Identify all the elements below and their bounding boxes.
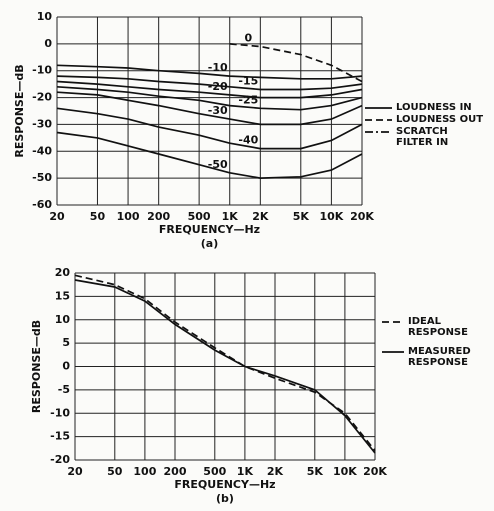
x-tick-label: 5K — [307, 465, 324, 478]
legend-label: IDEAL RESPONSE — [408, 316, 468, 338]
y-tick-label: -40 — [32, 144, 52, 157]
curve-label: -40 — [238, 134, 258, 147]
y-tick-label: 20 — [55, 266, 71, 279]
curve-label: 0 — [245, 32, 253, 45]
legend-label: LOUDNESS OUT — [396, 114, 484, 125]
y-tick-label: 15 — [55, 289, 70, 302]
legend-label: SCRATCH FILTER IN — [396, 126, 449, 148]
y-tick-label: -20 — [32, 91, 52, 104]
y-tick-label: -50 — [32, 171, 52, 184]
x-tick-label: 2K — [252, 210, 269, 223]
x-tick-label: 2K — [267, 465, 284, 478]
series-line — [56, 75, 363, 91]
x-axis-label: FREQUENCY—Hz — [174, 478, 275, 491]
series-line — [74, 274, 376, 452]
x-tick-label: 100 — [117, 210, 140, 223]
x-tick-label: 500 — [188, 210, 211, 223]
curve-label: -50 — [208, 158, 228, 171]
y-tick-label: 0 — [44, 37, 52, 50]
x-tick-label: 20K — [350, 210, 374, 223]
y-axis-label: RESPONSE—dB — [30, 320, 43, 413]
x-tick-label: 1K — [222, 210, 239, 223]
curve-label: -20 — [208, 80, 228, 93]
y-tick-label: -30 — [32, 117, 52, 130]
x-tick-label: 500 — [203, 465, 226, 478]
x-tick-label: 50 — [107, 465, 123, 478]
y-tick-label: 10 — [55, 313, 71, 326]
caption: (b) — [216, 492, 234, 505]
x-tick-label: 5K — [293, 210, 310, 223]
x-tick-label: 20 — [67, 465, 83, 478]
x-axis-label: FREQUENCY—Hz — [159, 223, 260, 236]
y-tick-label: -5 — [58, 383, 70, 396]
curve-label: -25 — [238, 93, 258, 106]
series-line — [56, 85, 363, 111]
x-tick-label: 1K — [237, 465, 254, 478]
y-axis-label: RESPONSE—dB — [13, 64, 26, 157]
curve-label: -30 — [208, 104, 228, 117]
legend-label: LOUDNESS IN — [396, 102, 472, 113]
x-tick-label: 20 — [49, 210, 65, 223]
series-line — [56, 80, 363, 99]
y-tick-label: 5 — [62, 336, 70, 349]
series-line — [56, 107, 363, 150]
caption: (a) — [201, 237, 218, 250]
y-tick-label: 10 — [37, 10, 53, 23]
y-tick-label: -60 — [32, 198, 52, 211]
legend-label: MEASURED RESPONSE — [408, 346, 471, 368]
y-tick-label: -10 — [32, 64, 52, 77]
x-tick-label: 50 — [90, 210, 106, 223]
x-tick-label: 200 — [164, 465, 187, 478]
series-line — [56, 64, 363, 80]
series-line — [74, 279, 376, 454]
x-tick-label: 10K — [319, 210, 343, 223]
curve-label: -10 — [208, 61, 228, 74]
y-tick-label: 0 — [62, 360, 70, 373]
y-tick-label: -15 — [50, 430, 70, 443]
x-tick-label: 20K — [363, 465, 387, 478]
series-line — [229, 43, 363, 83]
x-tick-label: 100 — [133, 465, 156, 478]
series-line — [56, 91, 363, 126]
series-line — [56, 131, 363, 179]
x-tick-label: 10K — [333, 465, 357, 478]
curve-label: -15 — [238, 75, 258, 88]
x-tick-label: 200 — [147, 210, 170, 223]
y-tick-label: -20 — [50, 453, 70, 466]
y-tick-label: -10 — [50, 406, 70, 419]
